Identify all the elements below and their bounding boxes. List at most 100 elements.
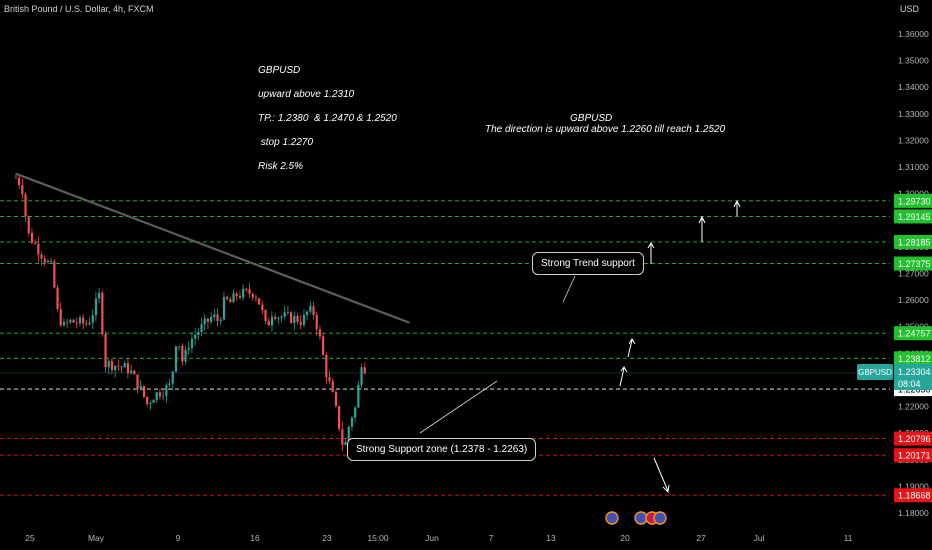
candle-body bbox=[40, 254, 43, 259]
candle-body bbox=[43, 258, 46, 263]
candle-body bbox=[30, 232, 34, 243]
candle-body bbox=[34, 242, 37, 244]
note-targets: TP.: 1.2380 & 1.2470 & 1.2520 bbox=[258, 113, 397, 124]
candle-body bbox=[274, 316, 277, 319]
candle-body bbox=[334, 391, 338, 406]
candle-body bbox=[91, 315, 94, 323]
arrow-up-icon bbox=[698, 215, 706, 242]
arrow-up-icon bbox=[619, 366, 628, 387]
current-price-tag[interactable]: GBPUSD 1.23304 08:04 bbox=[857, 364, 932, 390]
candle-body bbox=[286, 312, 290, 313]
event-flag-icon bbox=[653, 511, 667, 525]
candle-body bbox=[222, 296, 226, 320]
candle-body bbox=[142, 385, 146, 397]
trendline[interactable] bbox=[15, 172, 410, 324]
level-tag bbox=[894, 488, 932, 503]
candle-body bbox=[149, 402, 152, 405]
event-flag-icon bbox=[605, 511, 619, 525]
x-tick-label: 16 bbox=[250, 533, 260, 543]
symbol-title: British Pound / U.S. Dollar, 4h, FXCM bbox=[4, 4, 154, 14]
candle-body bbox=[338, 405, 341, 429]
currency-label: USD bbox=[900, 4, 920, 14]
candle-body bbox=[62, 321, 66, 326]
candle-body bbox=[254, 297, 258, 299]
candle-body bbox=[107, 361, 110, 368]
candle-body bbox=[187, 347, 190, 350]
y-tick-label: 1.36000 bbox=[898, 29, 929, 39]
level-tag bbox=[894, 209, 932, 224]
candle-body bbox=[98, 292, 101, 299]
candle-body bbox=[178, 345, 181, 347]
x-tick-label: 15:00 bbox=[367, 533, 389, 543]
candle-body bbox=[114, 365, 117, 371]
candle-body bbox=[315, 315, 318, 330]
candle-body bbox=[194, 334, 197, 339]
candle-body bbox=[66, 321, 69, 323]
candle-body bbox=[322, 336, 325, 355]
candle-body bbox=[59, 309, 62, 326]
candle-body bbox=[213, 314, 216, 318]
candle-body bbox=[24, 194, 27, 216]
x-tick-label: 13 bbox=[546, 533, 556, 543]
candle-body bbox=[296, 315, 299, 322]
arrow-down-icon bbox=[653, 457, 670, 494]
level-tag bbox=[894, 193, 932, 208]
level-tag-label: 1.29145 bbox=[898, 212, 931, 222]
candle-body bbox=[120, 366, 123, 368]
note-risk: Risk 2.5% bbox=[258, 161, 304, 172]
candle-body bbox=[270, 316, 274, 326]
level-tag-label: 1.20796 bbox=[898, 434, 931, 444]
candle-body bbox=[363, 367, 366, 374]
candle-body bbox=[88, 322, 91, 325]
candle-body bbox=[72, 319, 75, 323]
x-tick-label: 7 bbox=[489, 533, 494, 543]
candle-body bbox=[354, 407, 357, 418]
candle-body bbox=[75, 322, 78, 324]
candle-body bbox=[347, 426, 350, 443]
candle-body bbox=[104, 334, 107, 368]
callout-pointers bbox=[419, 275, 576, 434]
candle-body bbox=[258, 298, 261, 305]
current-price-countdown: 08:04 bbox=[898, 379, 921, 389]
candle-body bbox=[14, 177, 18, 179]
candle-body bbox=[360, 367, 363, 386]
note-stop: stop 1.2270 bbox=[258, 137, 314, 148]
candle-body bbox=[18, 177, 21, 186]
candle-body bbox=[302, 314, 306, 325]
candle-body bbox=[117, 365, 120, 367]
candle-body bbox=[226, 296, 229, 300]
level-tag-label: 1.23812 bbox=[898, 354, 931, 364]
candle-body bbox=[264, 310, 267, 321]
level-tag bbox=[894, 326, 932, 341]
x-axis: 25 May 9 16 23 15:00 Jun 7 13 20 27 Jul 11 bbox=[25, 533, 852, 543]
candle-body bbox=[85, 323, 88, 325]
candle-body bbox=[251, 293, 254, 298]
candle-body bbox=[229, 299, 232, 303]
candle-body bbox=[277, 317, 280, 319]
candle-body bbox=[341, 428, 344, 445]
candle-body bbox=[165, 385, 168, 396]
note-symbol: GBPUSD bbox=[258, 65, 301, 76]
candle-body bbox=[56, 287, 59, 310]
candle-body bbox=[197, 332, 200, 335]
candle-body bbox=[130, 370, 133, 374]
candle-body bbox=[280, 316, 283, 318]
candle-body bbox=[155, 392, 158, 401]
candle-body bbox=[350, 417, 354, 427]
candle-body bbox=[94, 298, 98, 316]
candle-body bbox=[344, 442, 347, 445]
candle-body bbox=[245, 288, 248, 290]
candle-body bbox=[184, 349, 187, 362]
candle-body bbox=[261, 304, 264, 311]
annotation-arrows bbox=[619, 199, 741, 494]
support-zone-callout[interactable]: Strong Support zone (1.2378 - 1.2263) bbox=[347, 438, 537, 461]
trend-support-callout[interactable]: Strong Trend support bbox=[532, 252, 644, 275]
level-tag-label: 1.24757 bbox=[898, 329, 931, 339]
candle-body bbox=[27, 215, 30, 233]
level-tag-label: 1.29730 bbox=[898, 196, 931, 206]
x-tick-label: Jul bbox=[754, 533, 765, 543]
event-flag-icon bbox=[634, 511, 648, 525]
candle-body bbox=[200, 324, 203, 333]
economic-event-icons bbox=[605, 511, 667, 525]
